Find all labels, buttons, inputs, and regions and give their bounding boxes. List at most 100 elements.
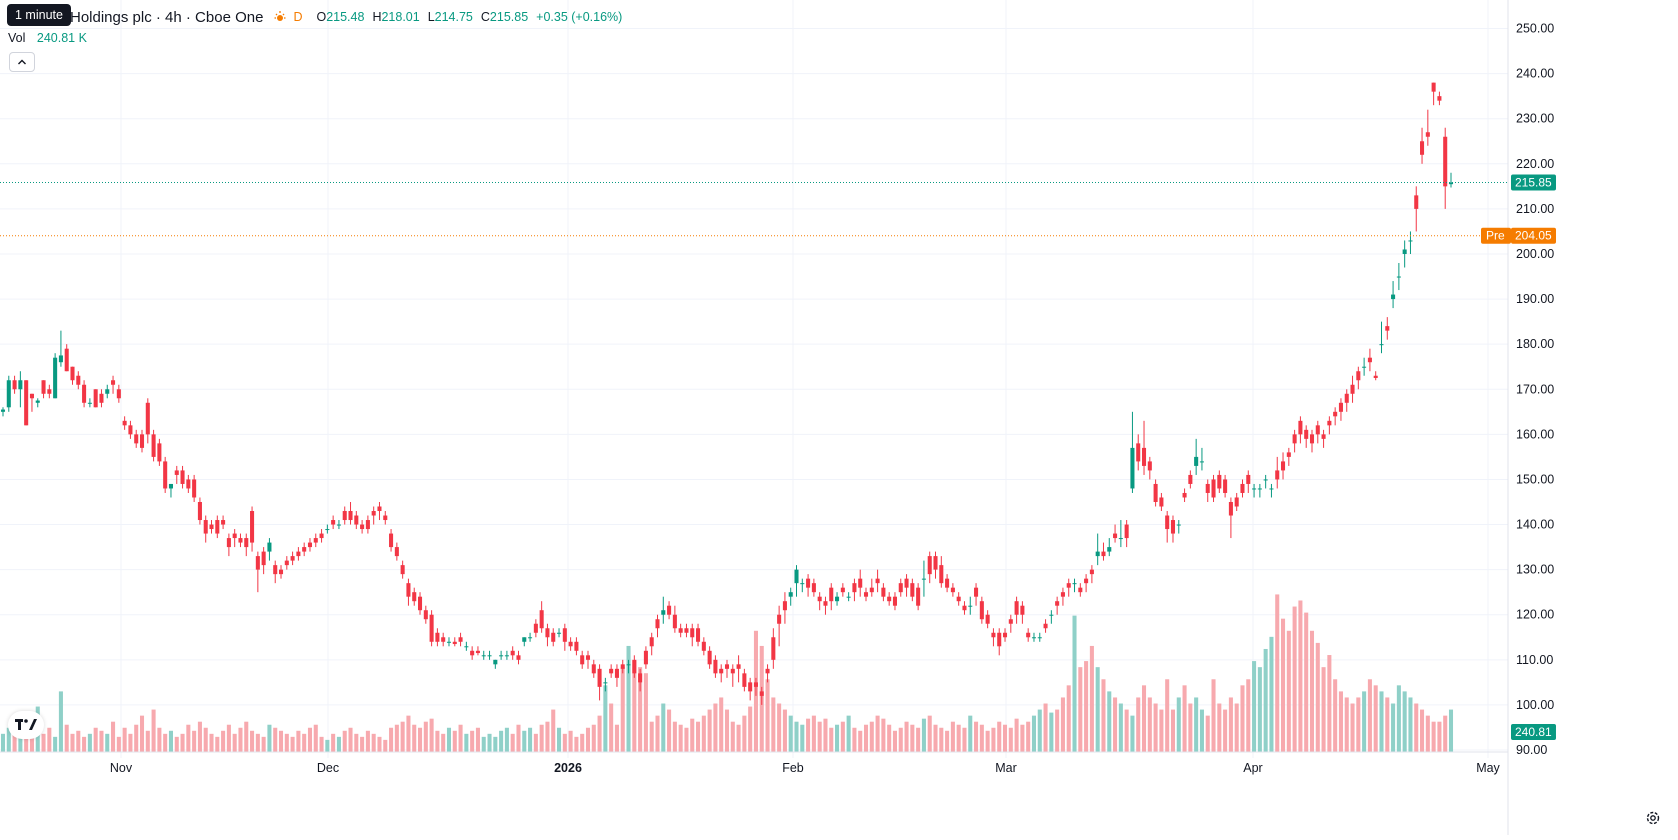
volume-bar xyxy=(603,685,608,752)
tradingview-logo[interactable] xyxy=(8,711,44,739)
candle-body xyxy=(1107,547,1112,552)
candle-body xyxy=(1350,384,1355,394)
candle-body xyxy=(35,400,40,403)
volume-bar xyxy=(701,715,706,752)
volume-bar xyxy=(1240,685,1245,752)
candle-body xyxy=(528,637,533,639)
volume-bar xyxy=(678,724,683,752)
premarket-price-tag-text: 204.05 xyxy=(1515,229,1552,243)
last-price-tag: 215.85 xyxy=(1511,174,1556,191)
candle-body xyxy=(921,578,926,580)
volume-bar xyxy=(1055,709,1060,752)
volume-bar xyxy=(6,727,11,752)
volume-bar xyxy=(221,730,226,752)
volume-bar xyxy=(1379,691,1384,752)
candle-body xyxy=(887,596,892,602)
price-tick-label: 170.00 xyxy=(1516,382,1554,396)
candle-body xyxy=(209,524,214,530)
candle-body xyxy=(522,637,527,642)
time-tick-label: 2026 xyxy=(554,761,582,775)
candle-body xyxy=(360,524,365,530)
volume-bar xyxy=(371,733,376,752)
candle-body xyxy=(383,515,388,521)
volume-bar xyxy=(1101,679,1106,752)
price-tick-label: 90.00 xyxy=(1516,743,1547,757)
volume-value-tag-bg xyxy=(1511,724,1556,740)
collapse-legend-button[interactable] xyxy=(9,52,35,72)
volume-bar xyxy=(1014,718,1019,752)
volume-bar xyxy=(1356,697,1361,752)
volume-bar xyxy=(1252,661,1257,752)
session-badge[interactable]: D xyxy=(293,10,303,24)
candle-body xyxy=(742,673,747,687)
volume-bar xyxy=(1350,703,1355,752)
candle-body xyxy=(869,587,874,593)
volume-bar xyxy=(493,736,498,752)
candle-body xyxy=(313,538,318,543)
volume-bar xyxy=(360,736,365,752)
candle-body xyxy=(730,668,735,674)
volume-bar xyxy=(41,733,46,752)
candle-body xyxy=(354,515,359,525)
volume-bar xyxy=(1373,685,1378,752)
candle-body xyxy=(371,511,376,516)
candle-body xyxy=(99,393,104,403)
settings-gear-icon[interactable] xyxy=(1644,809,1662,827)
volume-bar xyxy=(365,730,370,752)
candle-body xyxy=(1223,479,1228,493)
candle-body xyxy=(1089,569,1094,575)
candle-body xyxy=(458,637,463,642)
candle-body xyxy=(1072,583,1077,585)
ohlc-values: O215.48 H218.01 L214.75 C215.85 +0.35 (+… xyxy=(316,10,622,24)
candle-body xyxy=(168,483,173,489)
volume-bar xyxy=(551,709,556,752)
symbol-title[interactable]: Holdings plc · 4h · Cboe One xyxy=(70,8,264,26)
candle-body xyxy=(389,533,394,548)
candle-body xyxy=(1379,344,1384,346)
volume-bar xyxy=(1095,667,1100,752)
candle-body xyxy=(962,605,967,611)
candle-body xyxy=(139,434,145,448)
candle-body xyxy=(875,578,880,584)
volume-bar xyxy=(70,733,75,752)
volume-bar xyxy=(719,697,724,752)
candle-body xyxy=(1275,470,1280,480)
candle-body xyxy=(1228,501,1233,516)
volume-bar xyxy=(585,727,591,752)
volume-bar xyxy=(835,724,840,752)
candle-body xyxy=(111,380,116,385)
candle-body xyxy=(342,511,347,521)
candle-body xyxy=(974,587,979,597)
premarket-price-tag: Pre 204.05 xyxy=(1481,227,1556,244)
volume-bar xyxy=(47,727,52,752)
volume-bar xyxy=(522,730,527,752)
last-price-tag-bg xyxy=(1511,174,1556,191)
candle-body xyxy=(174,470,179,475)
volume-bar xyxy=(950,721,955,752)
candle-body xyxy=(481,655,486,657)
volume-bar xyxy=(1234,703,1239,752)
candle-body xyxy=(568,641,573,647)
volume-bar xyxy=(168,730,173,752)
candle-body xyxy=(116,389,121,399)
volume-bar xyxy=(777,703,782,752)
candle-body xyxy=(910,583,915,597)
volume-bar xyxy=(163,733,168,752)
candle-body xyxy=(12,380,17,390)
volume-bar xyxy=(1396,685,1401,752)
volume-bar xyxy=(800,724,805,752)
candle-body xyxy=(551,632,556,642)
volume-bar xyxy=(539,724,544,752)
volume-bar xyxy=(1257,667,1262,752)
volume-bar xyxy=(99,730,104,752)
volume-bar xyxy=(93,727,98,752)
candle-body xyxy=(1194,456,1199,466)
candle-body xyxy=(1170,520,1176,534)
candle-body xyxy=(510,650,515,656)
volume-bar xyxy=(1338,691,1343,752)
volume-bar xyxy=(76,730,81,752)
candle-body xyxy=(997,632,1002,647)
volume-bar xyxy=(632,661,637,752)
